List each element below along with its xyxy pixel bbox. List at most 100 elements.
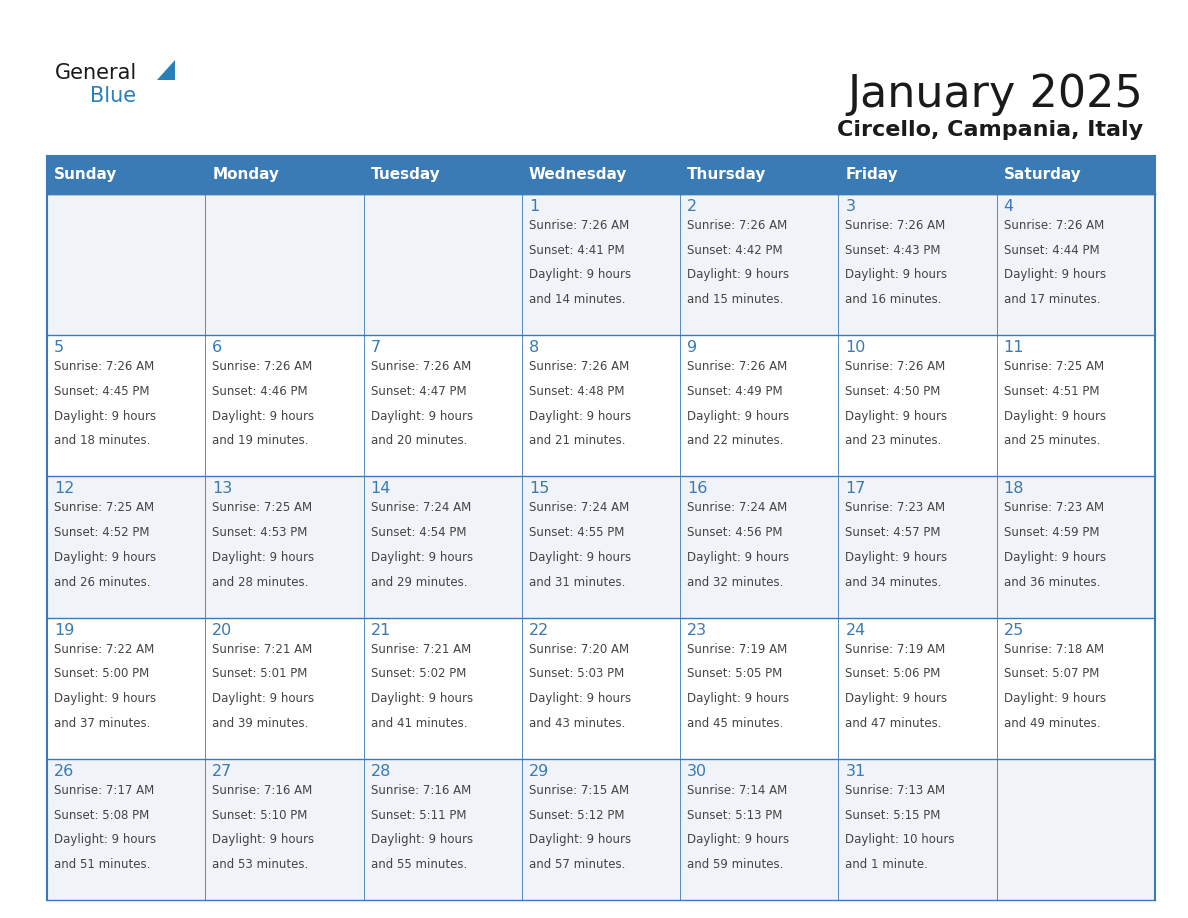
Text: Sunset: 4:44 PM: Sunset: 4:44 PM (1004, 243, 1099, 257)
Text: Sunset: 5:10 PM: Sunset: 5:10 PM (213, 809, 308, 822)
Bar (48, 194, 1155, 335)
Text: 12: 12 (53, 481, 75, 497)
Text: Sunset: 4:53 PM: Sunset: 4:53 PM (213, 526, 308, 539)
Text: 19: 19 (53, 622, 75, 638)
Text: and 55 minutes.: and 55 minutes. (371, 858, 467, 871)
Text: Saturday: Saturday (1004, 167, 1081, 183)
Text: 21: 21 (371, 622, 391, 638)
Text: Thursday: Thursday (687, 167, 766, 183)
Text: Daylight: 9 hours: Daylight: 9 hours (846, 268, 948, 282)
Text: Sunset: 5:02 PM: Sunset: 5:02 PM (371, 667, 466, 680)
Text: Sunset: 4:57 PM: Sunset: 4:57 PM (846, 526, 941, 539)
Text: Daylight: 9 hours: Daylight: 9 hours (1004, 551, 1106, 564)
Text: Sunrise: 7:26 AM: Sunrise: 7:26 AM (213, 360, 312, 374)
Text: January 2025: January 2025 (847, 73, 1143, 116)
Text: Sunset: 4:54 PM: Sunset: 4:54 PM (371, 526, 466, 539)
Text: Daylight: 9 hours: Daylight: 9 hours (529, 268, 631, 282)
Text: and 57 minutes.: and 57 minutes. (529, 858, 625, 871)
Text: and 21 minutes.: and 21 minutes. (529, 434, 625, 447)
Text: and 1 minute.: and 1 minute. (846, 858, 928, 871)
Text: Sunset: 4:47 PM: Sunset: 4:47 PM (371, 385, 466, 397)
Text: Sunset: 4:48 PM: Sunset: 4:48 PM (529, 385, 625, 397)
Text: Daylight: 9 hours: Daylight: 9 hours (529, 409, 631, 422)
Text: Sunset: 4:49 PM: Sunset: 4:49 PM (687, 385, 783, 397)
Text: Sunset: 4:52 PM: Sunset: 4:52 PM (53, 526, 150, 539)
Text: and 20 minutes.: and 20 minutes. (371, 434, 467, 447)
Text: Daylight: 9 hours: Daylight: 9 hours (371, 834, 473, 846)
Text: Monday: Monday (213, 167, 279, 183)
Text: 11: 11 (1004, 341, 1024, 355)
Text: Daylight: 9 hours: Daylight: 9 hours (846, 551, 948, 564)
Text: Daylight: 9 hours: Daylight: 9 hours (53, 834, 156, 846)
Text: Sunset: 5:11 PM: Sunset: 5:11 PM (371, 809, 466, 822)
Text: 30: 30 (687, 764, 707, 778)
Bar (48, 476, 1155, 618)
Text: 27: 27 (213, 764, 233, 778)
Text: and 18 minutes.: and 18 minutes. (53, 434, 151, 447)
Text: 17: 17 (846, 481, 866, 497)
Text: and 17 minutes.: and 17 minutes. (1004, 293, 1100, 306)
Bar (48, 759, 1155, 900)
Text: Daylight: 9 hours: Daylight: 9 hours (53, 409, 156, 422)
Text: and 32 minutes.: and 32 minutes. (687, 576, 784, 588)
Text: Sunset: 5:13 PM: Sunset: 5:13 PM (687, 809, 783, 822)
Text: and 28 minutes.: and 28 minutes. (213, 576, 309, 588)
Text: Sunset: 5:05 PM: Sunset: 5:05 PM (687, 667, 783, 680)
Text: 1: 1 (529, 199, 539, 214)
Text: Sunrise: 7:20 AM: Sunrise: 7:20 AM (529, 643, 628, 655)
Text: Sunrise: 7:26 AM: Sunrise: 7:26 AM (529, 360, 630, 374)
Text: Sunrise: 7:26 AM: Sunrise: 7:26 AM (371, 360, 470, 374)
Bar (681, 156, 839, 194)
Text: Sunset: 4:59 PM: Sunset: 4:59 PM (1004, 526, 1099, 539)
Bar (839, 156, 997, 194)
Text: Sunrise: 7:13 AM: Sunrise: 7:13 AM (846, 784, 946, 797)
Text: Sunrise: 7:25 AM: Sunrise: 7:25 AM (213, 501, 312, 514)
Text: Sunrise: 7:26 AM: Sunrise: 7:26 AM (846, 360, 946, 374)
Text: Sunrise: 7:25 AM: Sunrise: 7:25 AM (53, 501, 154, 514)
Text: Sunrise: 7:24 AM: Sunrise: 7:24 AM (687, 501, 788, 514)
Text: Daylight: 10 hours: Daylight: 10 hours (846, 834, 955, 846)
Text: Daylight: 9 hours: Daylight: 9 hours (1004, 268, 1106, 282)
Text: Sunset: 5:08 PM: Sunset: 5:08 PM (53, 809, 150, 822)
Text: 13: 13 (213, 481, 233, 497)
Text: Sunset: 4:50 PM: Sunset: 4:50 PM (846, 385, 941, 397)
Text: Daylight: 9 hours: Daylight: 9 hours (213, 834, 315, 846)
Text: 7: 7 (371, 341, 380, 355)
Text: Daylight: 9 hours: Daylight: 9 hours (213, 692, 315, 705)
Text: Daylight: 9 hours: Daylight: 9 hours (687, 268, 789, 282)
Text: and 53 minutes.: and 53 minutes. (213, 858, 309, 871)
Text: and 49 minutes.: and 49 minutes. (1004, 717, 1100, 730)
Text: 9: 9 (687, 341, 697, 355)
Text: 16: 16 (687, 481, 708, 497)
Text: Daylight: 9 hours: Daylight: 9 hours (529, 834, 631, 846)
Text: Sunrise: 7:21 AM: Sunrise: 7:21 AM (213, 643, 312, 655)
Text: and 23 minutes.: and 23 minutes. (846, 434, 942, 447)
Text: 22: 22 (529, 622, 549, 638)
Text: and 41 minutes.: and 41 minutes. (371, 717, 467, 730)
Bar (48, 618, 1155, 759)
Text: and 45 minutes.: and 45 minutes. (687, 717, 784, 730)
Text: 24: 24 (846, 622, 866, 638)
Text: 25: 25 (1004, 622, 1024, 638)
Text: and 39 minutes.: and 39 minutes. (213, 717, 309, 730)
Text: and 31 minutes.: and 31 minutes. (529, 576, 625, 588)
Text: 20: 20 (213, 622, 233, 638)
Text: Sunrise: 7:22 AM: Sunrise: 7:22 AM (53, 643, 154, 655)
Text: Sunset: 4:43 PM: Sunset: 4:43 PM (846, 243, 941, 257)
Text: Sunset: 4:41 PM: Sunset: 4:41 PM (529, 243, 625, 257)
Text: and 26 minutes.: and 26 minutes. (53, 576, 151, 588)
Text: 15: 15 (529, 481, 549, 497)
Bar (48, 156, 206, 194)
Text: and 36 minutes.: and 36 minutes. (1004, 576, 1100, 588)
Text: Sunset: 5:03 PM: Sunset: 5:03 PM (529, 667, 624, 680)
Text: 26: 26 (53, 764, 74, 778)
Text: Daylight: 9 hours: Daylight: 9 hours (1004, 409, 1106, 422)
Text: and 19 minutes.: and 19 minutes. (213, 434, 309, 447)
Text: Daylight: 9 hours: Daylight: 9 hours (371, 692, 473, 705)
Text: Daylight: 9 hours: Daylight: 9 hours (846, 409, 948, 422)
Text: 6: 6 (213, 341, 222, 355)
Text: and 16 minutes.: and 16 minutes. (846, 293, 942, 306)
Bar (206, 156, 364, 194)
Text: 31: 31 (846, 764, 866, 778)
Text: and 37 minutes.: and 37 minutes. (53, 717, 151, 730)
